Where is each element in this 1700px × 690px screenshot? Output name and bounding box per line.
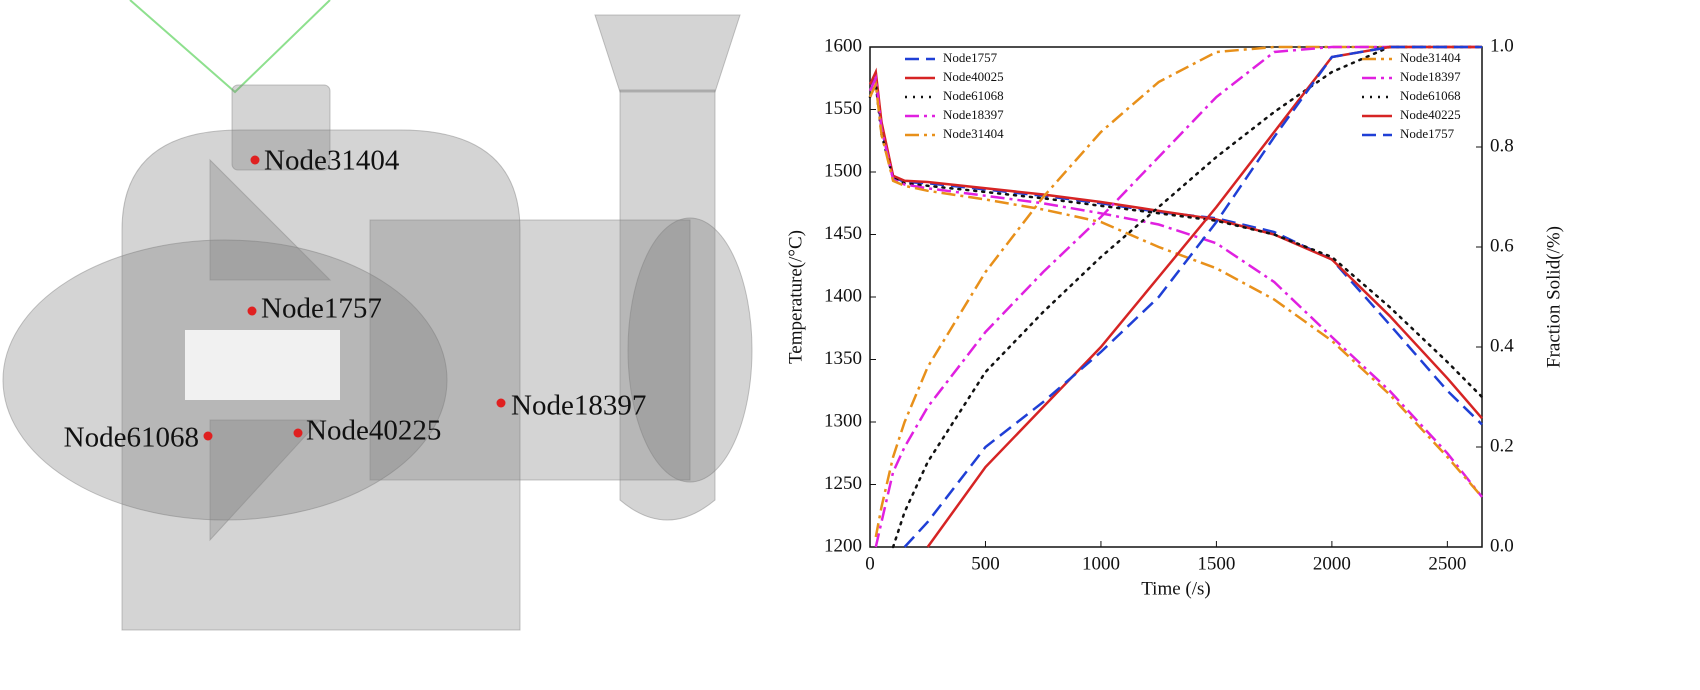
y-tick-label: 1550 xyxy=(824,98,862,119)
legend-label: Node61068 xyxy=(1400,88,1461,103)
node-label: Node18397 xyxy=(511,390,646,422)
x-tick-label: 1500 xyxy=(1197,553,1235,574)
node-label: Node1757 xyxy=(261,293,382,325)
x-tick-label: 1000 xyxy=(1082,553,1120,574)
y-tick-label: 1450 xyxy=(824,223,862,244)
x-tick-label: 500 xyxy=(971,553,1000,574)
series-line xyxy=(874,45,1482,538)
legend-label: Node18397 xyxy=(1400,69,1461,84)
y2-tick-label: 0.8 xyxy=(1490,135,1514,156)
legend-label: Node31404 xyxy=(1400,50,1461,65)
y2-axis-title: Fraction Solid(/%) xyxy=(1543,226,1564,368)
series-line xyxy=(868,73,1483,498)
y-tick-label: 1200 xyxy=(824,535,862,556)
y-tick-label: 1600 xyxy=(824,35,862,56)
y2-tick-label: 0.4 xyxy=(1490,335,1514,356)
node-label: Node61068 xyxy=(64,422,199,454)
node-dot xyxy=(250,155,260,165)
legend-label: Node31404 xyxy=(943,126,1004,141)
y-tick-label: 1400 xyxy=(824,285,862,306)
x-tick-label: 2000 xyxy=(1313,553,1351,574)
gate-line xyxy=(129,0,331,94)
series-line xyxy=(903,45,1482,548)
x-tick-label: 2500 xyxy=(1428,553,1466,574)
window xyxy=(185,330,340,400)
y-tick-label: 1500 xyxy=(824,160,862,181)
series-line xyxy=(868,67,1483,420)
legend-label: Node61068 xyxy=(943,88,1004,103)
node-dot xyxy=(293,428,303,438)
casting-render xyxy=(2,0,753,631)
legend-label: Node40225 xyxy=(1400,107,1461,122)
x-tick-label: 0 xyxy=(865,553,875,574)
legend-label: Node40025 xyxy=(943,69,1004,84)
node-markers xyxy=(203,155,506,441)
y-tick-label: 1250 xyxy=(824,473,862,494)
y-tick-label: 1300 xyxy=(824,410,862,431)
rib xyxy=(209,158,332,281)
barrel xyxy=(369,219,691,481)
riser xyxy=(619,89,716,521)
y2-tick-label: 1.0 xyxy=(1490,35,1514,56)
node-dot xyxy=(247,306,257,316)
legend-label: Node1757 xyxy=(943,50,998,65)
node-label: Node31404 xyxy=(264,145,400,177)
legend-label: Node1757 xyxy=(1400,126,1455,141)
y-axis-title: Temperature(/°C) xyxy=(785,230,806,364)
y-tick-label: 1350 xyxy=(824,348,862,369)
node-dot xyxy=(496,398,506,408)
funnel xyxy=(594,14,741,93)
y2-tick-label: 0.6 xyxy=(1490,235,1514,256)
node-label: Node40225 xyxy=(306,415,441,447)
series-line xyxy=(868,79,1483,498)
rib xyxy=(209,419,322,542)
plot-frame xyxy=(869,46,1483,548)
x-axis-title: Time (/s) xyxy=(1141,578,1211,599)
series-line xyxy=(874,45,1482,548)
legend-label: Node18397 xyxy=(943,107,1004,122)
barrel-end xyxy=(627,217,753,483)
series-line xyxy=(926,45,1482,548)
y2-tick-label: 0.0 xyxy=(1490,535,1514,556)
node-dot xyxy=(203,431,213,441)
top-block xyxy=(231,84,331,171)
y2-tick-label: 0.2 xyxy=(1490,435,1514,456)
